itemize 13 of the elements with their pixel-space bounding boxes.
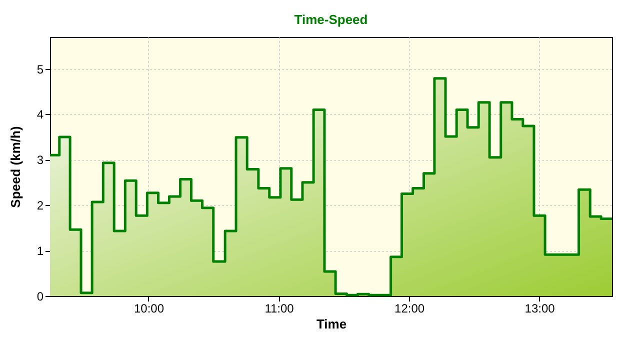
y-tick-label: 3: [36, 153, 44, 168]
x-tick-label: 11:00: [264, 302, 294, 316]
x-tick-label: 10:00: [134, 302, 164, 316]
x-axis-title: Time: [316, 316, 347, 332]
chart-title: Time-Speed: [294, 12, 368, 27]
x-tick-label: 13:00: [524, 302, 556, 316]
y-tick-label: 2: [36, 198, 44, 213]
y-tick-label: 0: [36, 290, 44, 304]
y-axis-title: Speed (km/h): [8, 126, 23, 208]
y-tick-label: 5: [36, 62, 44, 76]
y-tick-label: 1: [36, 244, 44, 258]
y-tick-label: 4: [36, 108, 44, 122]
x-tick-label: 12:00: [394, 302, 425, 316]
